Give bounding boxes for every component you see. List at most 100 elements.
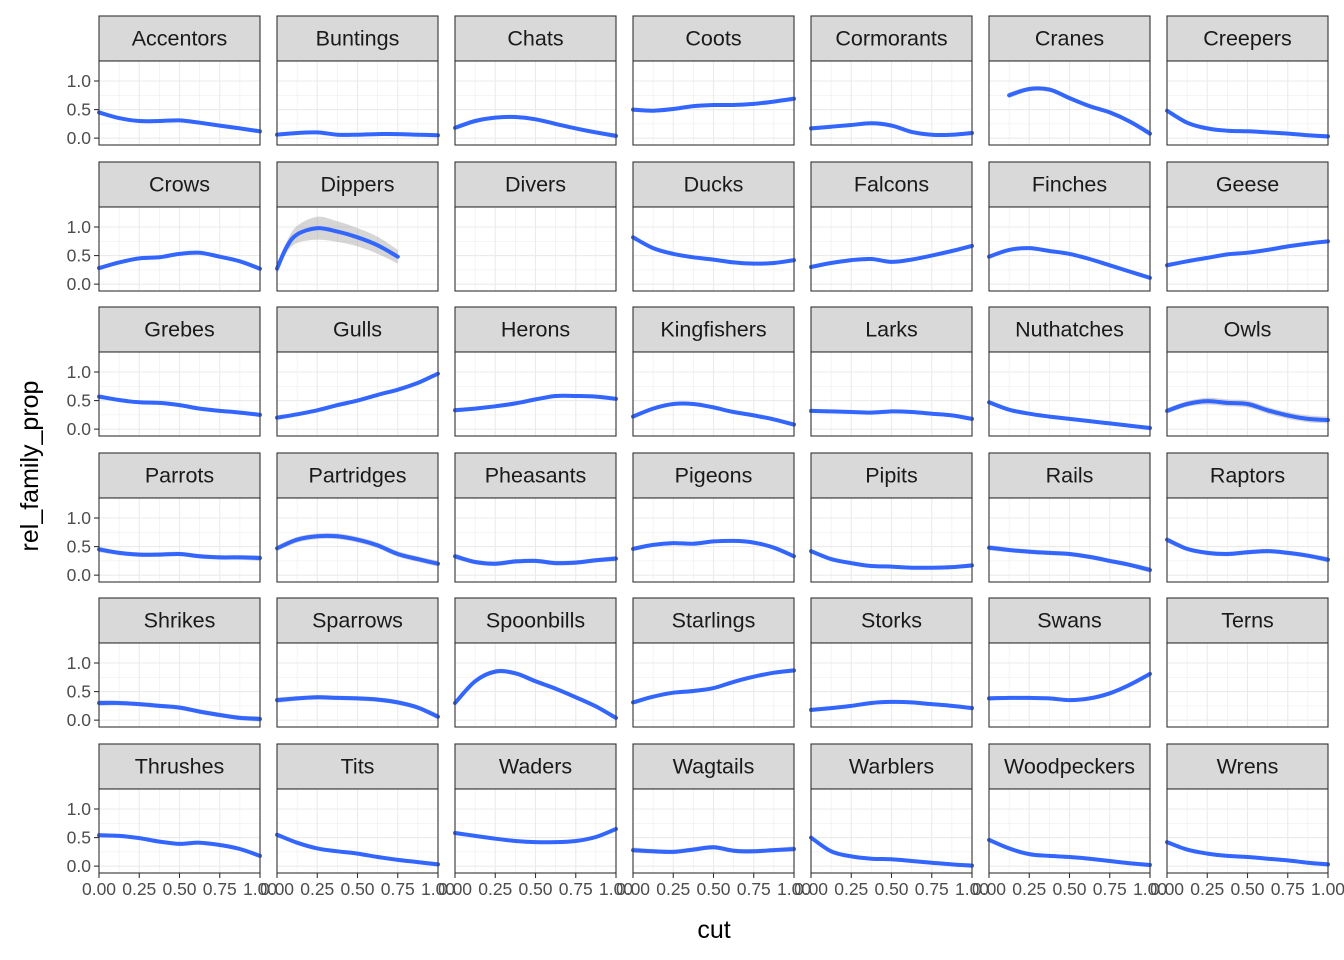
panel-border bbox=[988, 642, 1151, 728]
strip-finches bbox=[988, 161, 1151, 208]
strip-buntings bbox=[276, 15, 439, 62]
strip-label-rails: Rails bbox=[1046, 464, 1094, 488]
panel-raptors: Raptors bbox=[1165, 452, 1330, 583]
strip-label-sparrows: Sparrows bbox=[312, 609, 403, 633]
panel-chats: Chats bbox=[453, 15, 618, 146]
panel-border bbox=[454, 206, 617, 292]
x-tick-label: 0.00 bbox=[82, 879, 116, 899]
y-tick-label: 0.5 bbox=[67, 828, 91, 848]
panel-cormorants: Cormorants bbox=[809, 15, 974, 146]
strip-parrots bbox=[98, 452, 261, 499]
strip-label-ducks: Ducks bbox=[684, 173, 744, 197]
panel-border bbox=[276, 497, 439, 583]
strip-label-partridges: Partridges bbox=[309, 464, 407, 488]
strip-label-shrikes: Shrikes bbox=[144, 609, 216, 633]
strip-label-larks: Larks bbox=[865, 318, 918, 342]
panel-border bbox=[98, 351, 261, 437]
y-tick-label: 1.0 bbox=[67, 799, 92, 819]
y-axis-title: rel_family_prop bbox=[16, 381, 44, 552]
strip-label-coots: Coots bbox=[685, 27, 741, 51]
strip-pigeons bbox=[632, 452, 795, 499]
series-line-accentors bbox=[97, 110, 262, 134]
x-tick-label: 1.00 bbox=[599, 879, 633, 899]
y-tick-label: 0.0 bbox=[67, 856, 92, 876]
strip-label-terns: Terns bbox=[1221, 609, 1274, 633]
panel-ducks: Ducks bbox=[631, 161, 796, 292]
y-tick-label: 1.0 bbox=[67, 508, 92, 528]
strip-spoonbills bbox=[454, 597, 617, 644]
series-line-geese bbox=[1165, 239, 1330, 268]
panel-gulls: Gulls bbox=[275, 306, 440, 437]
x-tick-label: 0.00 bbox=[1150, 879, 1184, 899]
strip-partridges bbox=[276, 452, 439, 499]
panel-parrots: Parrots 0.0 0.5 1.0 bbox=[67, 452, 262, 585]
panel-buntings: Buntings bbox=[275, 15, 440, 146]
panel-border bbox=[988, 206, 1151, 292]
strip-falcons bbox=[810, 161, 973, 208]
panel-grebes: Grebes 0.0 0.5 1.0 bbox=[67, 306, 262, 439]
series-line-starlings bbox=[631, 668, 796, 705]
panel-border bbox=[98, 642, 261, 728]
panel-border bbox=[632, 206, 795, 292]
strip-pheasants bbox=[454, 452, 617, 499]
panel-spoonbills: Spoonbills bbox=[453, 597, 618, 728]
x-tick-label: 1.00 bbox=[421, 879, 455, 899]
strip-label-spoonbills: Spoonbills bbox=[486, 609, 585, 633]
series-line-ducks bbox=[631, 235, 796, 266]
series-line-falcons bbox=[809, 243, 974, 269]
series-line-buntings bbox=[275, 130, 440, 138]
series-line-wrens bbox=[1165, 840, 1330, 867]
strip-cranes bbox=[988, 15, 1151, 62]
panel-starlings: Starlings bbox=[631, 597, 796, 728]
strip-label-parrots: Parrots bbox=[145, 464, 214, 488]
strip-label-falcons: Falcons bbox=[854, 173, 929, 197]
series-line-herons bbox=[453, 393, 618, 413]
panel-border bbox=[454, 60, 617, 146]
y-tick-label: 0.0 bbox=[67, 419, 92, 439]
series-line-shrikes bbox=[97, 700, 262, 721]
strip-chats bbox=[454, 15, 617, 62]
panel-shrikes: Shrikes 0.0 0.5 1.0 bbox=[67, 597, 262, 730]
strip-terns bbox=[1166, 597, 1329, 644]
strip-label-buntings: Buntings bbox=[316, 27, 400, 51]
panel-larks: Larks bbox=[809, 306, 974, 437]
panel-pipits: Pipits bbox=[809, 452, 974, 583]
strip-raptors bbox=[1166, 452, 1329, 499]
x-tick-label: 0.50 bbox=[696, 879, 730, 899]
panel-tits: Tits 0.00 0.25 0.50 0.75 1.00 bbox=[260, 743, 455, 899]
strip-label-thrushes: Thrushes bbox=[135, 755, 225, 779]
strip-pipits bbox=[810, 452, 973, 499]
strip-cormorants bbox=[810, 15, 973, 62]
strip-starlings bbox=[632, 597, 795, 644]
series-line-parrots bbox=[97, 547, 262, 560]
strip-thrushes bbox=[98, 743, 261, 790]
panel-pheasants: Pheasants bbox=[453, 452, 618, 583]
y-tick-label: 1.0 bbox=[67, 362, 92, 382]
strip-label-wagtails: Wagtails bbox=[673, 755, 755, 779]
panel-border bbox=[988, 497, 1151, 583]
strip-label-creepers: Creepers bbox=[1203, 27, 1291, 51]
series-line-woodpeckers bbox=[987, 837, 1152, 867]
series-line-swans bbox=[987, 671, 1152, 703]
strip-sparrows bbox=[276, 597, 439, 644]
x-tick-label: 0.75 bbox=[559, 879, 593, 899]
strip-label-cranes: Cranes bbox=[1035, 27, 1104, 51]
series-line-cormorants bbox=[809, 121, 974, 137]
strip-label-swans: Swans bbox=[1037, 609, 1102, 633]
panel-border bbox=[1166, 206, 1329, 292]
panel-nuthatches: Nuthatches bbox=[987, 306, 1152, 437]
panel-border bbox=[454, 642, 617, 728]
x-tick-label: 1.00 bbox=[1133, 879, 1167, 899]
strip-grebes bbox=[98, 306, 261, 353]
strip-label-owls: Owls bbox=[1224, 318, 1272, 342]
x-tick-label: 1.00 bbox=[1311, 879, 1344, 899]
panel-waders: Waders 0.00 0.25 0.50 0.75 1.00 bbox=[438, 743, 633, 899]
y-tick-label: 1.0 bbox=[67, 71, 92, 91]
panel-woodpeckers: Woodpeckers 0.00 0.25 0.50 0.75 1.00 bbox=[972, 743, 1167, 899]
panel-border bbox=[632, 351, 795, 437]
panel-border bbox=[632, 642, 795, 728]
series-line-crows bbox=[97, 250, 262, 271]
panel-wagtails: Wagtails 0.00 0.25 0.50 0.75 1.00 bbox=[616, 743, 811, 899]
x-tick-label: 0.00 bbox=[260, 879, 294, 899]
strip-wrens bbox=[1166, 743, 1329, 790]
